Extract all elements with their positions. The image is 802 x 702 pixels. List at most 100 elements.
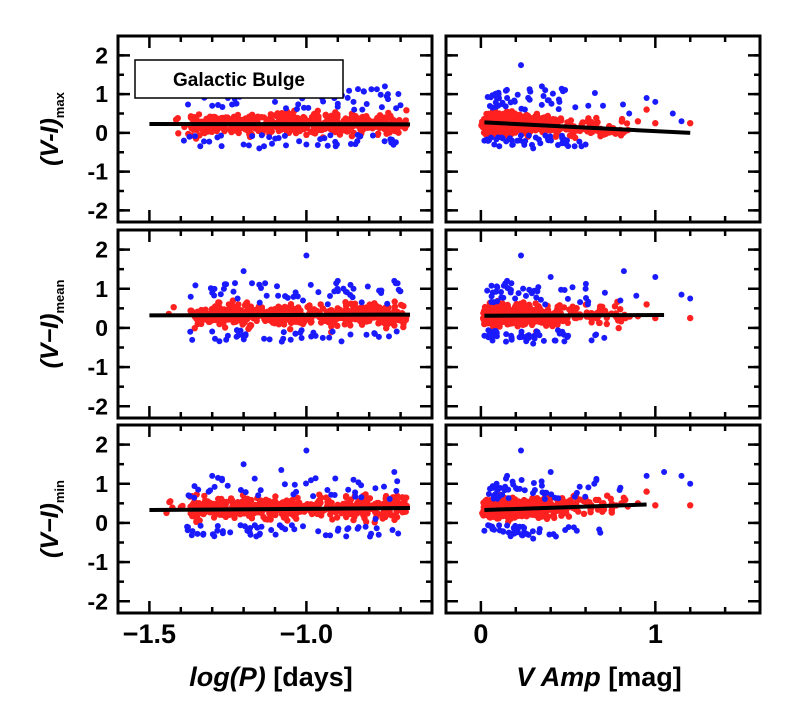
red-point [227, 495, 235, 502]
blue-point [503, 338, 509, 345]
blue-point [591, 480, 598, 487]
red-point [240, 497, 247, 505]
blue-point [486, 522, 493, 529]
y-axis-title-max: (V-I)max [36, 91, 67, 165]
blue-point [350, 98, 357, 105]
blue-point [540, 93, 547, 99]
blue-point [585, 102, 592, 109]
red-point [540, 509, 548, 517]
blue-point [661, 469, 668, 475]
red-point [391, 298, 398, 305]
red-point [545, 115, 552, 123]
blue-point [261, 335, 268, 342]
blue-point [487, 94, 494, 101]
red-point [350, 114, 357, 121]
red-point [687, 314, 694, 322]
red-point [328, 307, 335, 314]
blue-point [508, 336, 515, 343]
x-axis-title-unit: [days] [266, 662, 353, 692]
blue-point [187, 293, 194, 300]
blue-point [601, 334, 608, 341]
y-tick-label: -1 [88, 549, 109, 575]
blue-point [293, 488, 300, 495]
blue-point [220, 285, 227, 292]
blue-point [391, 277, 398, 284]
blue-point [381, 138, 388, 145]
blue-point [303, 141, 310, 148]
red-point [262, 515, 269, 523]
blue-point [485, 491, 492, 497]
red-point [229, 297, 237, 304]
red-point [282, 513, 289, 520]
red-point [333, 514, 341, 521]
blue-point [352, 489, 359, 496]
red-point [347, 322, 354, 329]
blue-point [300, 297, 306, 304]
blue-point [344, 94, 351, 101]
blue-point [314, 142, 321, 148]
blue-point [223, 281, 230, 288]
red-point [263, 498, 271, 505]
red-point [267, 306, 275, 313]
blue-point [186, 492, 193, 499]
blue-point [526, 286, 533, 293]
blue-point [504, 472, 511, 479]
x-labels-group: −1.5 −1.0 log(P) [days] 0 1 V Amp [mag] [123, 619, 682, 692]
blue-point [315, 528, 322, 535]
blue-point [296, 138, 303, 145]
red-point [285, 306, 292, 313]
blue-point [191, 483, 198, 490]
blue-point [582, 141, 589, 148]
blue-point [209, 289, 216, 296]
y-tick-label: -2 [88, 588, 108, 614]
blue-point [211, 483, 218, 490]
blue-point [391, 469, 398, 475]
blue-point [617, 297, 624, 304]
blue-point [219, 104, 226, 110]
blue-point [324, 301, 331, 308]
red-point [399, 315, 407, 322]
red-point [597, 133, 604, 140]
blue-point [188, 532, 195, 539]
blue-point [384, 300, 391, 307]
blue-point [266, 134, 273, 141]
red-point [170, 304, 177, 311]
fit-line [149, 506, 411, 512]
blue-point [503, 331, 510, 338]
blue-point [493, 136, 500, 143]
y-axis-title-main: (V−I) [36, 314, 64, 369]
red-point [566, 132, 574, 139]
red-point [364, 315, 371, 322]
blue-point [230, 288, 237, 295]
red-point [216, 320, 223, 328]
blue-point [617, 484, 624, 491]
blue-point [518, 252, 524, 259]
blue-point [484, 287, 491, 294]
blue-point [573, 527, 580, 534]
blue-point [504, 277, 511, 284]
red-point [580, 510, 588, 517]
red-point [516, 500, 523, 507]
blue-point [355, 86, 361, 93]
red-point [507, 515, 514, 522]
blue-point [350, 476, 357, 483]
blue-points [481, 62, 685, 152]
blue-point [291, 481, 298, 488]
red-point [267, 129, 274, 136]
red-point [208, 502, 215, 509]
blue-point [565, 524, 572, 531]
blue-point [305, 104, 312, 111]
blue-point [515, 290, 522, 297]
red-point [254, 113, 262, 120]
blue-point [352, 141, 359, 148]
red-point [309, 114, 316, 122]
blue-point [276, 522, 283, 529]
blue-point [494, 485, 501, 492]
blue-point [521, 487, 528, 494]
blue-point [538, 101, 545, 108]
blue-point [240, 336, 247, 343]
blue-point [564, 295, 571, 302]
blue-point [234, 327, 240, 334]
blue-point [530, 480, 537, 486]
blue-point [481, 137, 488, 144]
